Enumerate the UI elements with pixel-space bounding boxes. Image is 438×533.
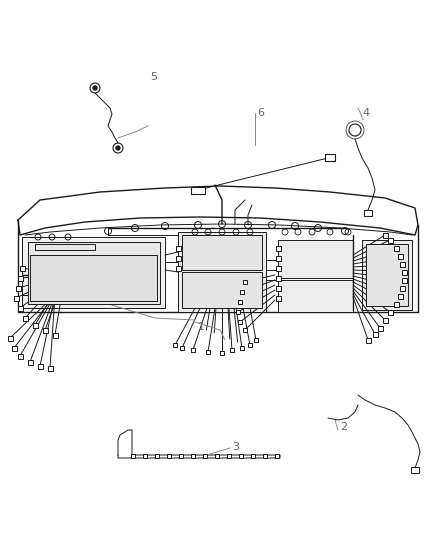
Bar [388,238,392,243]
Bar [230,348,234,352]
Bar [399,262,405,266]
Bar [22,237,165,308]
Bar [276,276,280,280]
Bar [276,246,280,251]
Bar [18,305,22,311]
Bar [251,454,255,458]
Bar [35,244,95,250]
Bar [388,310,392,314]
Bar [240,290,244,294]
Bar [179,454,183,458]
Bar [28,359,32,365]
Bar [18,353,22,359]
Bar [11,345,17,351]
Bar [47,366,53,370]
Bar [276,286,280,290]
Bar [167,454,171,458]
Text: 6: 6 [257,108,264,118]
Bar [38,364,42,368]
Bar [399,286,405,290]
Bar [191,187,205,193]
Circle shape [93,86,97,90]
Bar [398,294,403,298]
Bar [18,276,22,280]
Bar [215,454,219,458]
Bar [203,454,207,458]
Bar [30,255,157,301]
Bar [191,454,195,458]
Bar [393,302,399,306]
Bar [275,454,279,458]
Bar [278,280,353,312]
Bar [402,278,406,282]
Bar [254,338,258,342]
Bar [206,350,210,354]
Text: 1: 1 [198,322,205,332]
Bar [176,255,180,261]
Text: 5: 5 [150,72,157,82]
Bar [42,327,47,333]
Bar [182,235,262,270]
Text: 2: 2 [340,422,347,432]
Bar [176,246,180,251]
Bar [276,255,280,261]
Bar [362,240,412,310]
Circle shape [116,146,120,150]
Bar [176,265,180,271]
Bar [365,337,371,343]
Text: 3: 3 [232,442,239,452]
Bar [276,295,280,301]
Bar [243,328,247,332]
Bar [53,333,57,337]
Bar [236,310,240,314]
Bar [220,351,224,355]
Bar [378,326,382,330]
Bar [402,270,406,274]
Bar [238,300,242,304]
Bar [382,318,388,322]
Bar [143,454,147,458]
Bar [278,240,353,278]
Bar [32,322,38,327]
Bar [227,454,231,458]
Bar [239,454,243,458]
Bar [173,343,177,347]
Text: 4: 4 [362,108,369,118]
Bar [366,244,408,306]
Bar [155,454,159,458]
Bar [411,467,419,473]
Bar [263,454,267,458]
Bar [398,254,403,259]
Bar [22,316,28,320]
Bar [276,265,280,271]
Bar [20,265,25,271]
Bar [248,343,252,347]
Bar [28,242,160,304]
Bar [240,346,244,350]
Bar [325,154,335,160]
Bar [191,348,195,352]
Bar [372,332,378,336]
Bar [15,286,21,290]
Bar [131,454,135,458]
Bar [243,280,247,284]
Bar [180,346,184,350]
Bar [7,335,13,341]
Bar [182,272,262,308]
Bar [364,210,372,216]
Bar [14,295,18,301]
Bar [178,232,266,312]
Bar [238,320,242,324]
Bar [393,246,399,251]
Bar [382,232,388,238]
